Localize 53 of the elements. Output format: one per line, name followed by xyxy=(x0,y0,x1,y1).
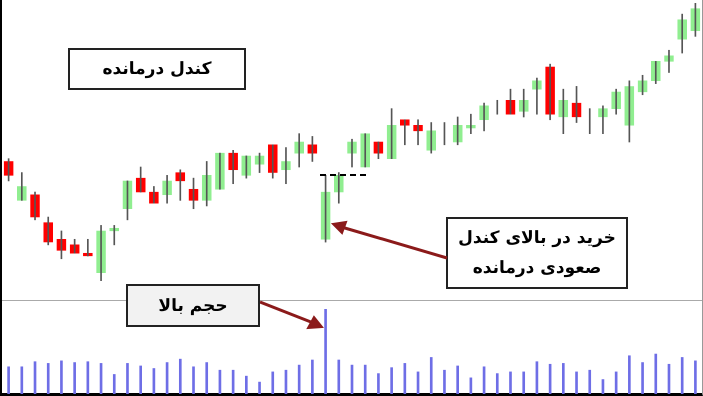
bar xyxy=(152,368,156,394)
bar xyxy=(126,363,129,394)
bar xyxy=(482,366,486,394)
bar xyxy=(668,364,670,394)
bar xyxy=(470,378,472,394)
bar xyxy=(694,360,697,394)
bar xyxy=(271,372,274,394)
bar xyxy=(218,370,222,394)
bar xyxy=(34,361,36,394)
bar xyxy=(73,362,76,394)
bar xyxy=(205,362,208,394)
bar xyxy=(641,362,644,394)
bar xyxy=(46,363,50,394)
bar xyxy=(112,374,116,394)
bar xyxy=(548,364,552,394)
bar xyxy=(284,370,288,394)
bar xyxy=(456,366,459,394)
bar xyxy=(60,360,63,394)
bar xyxy=(100,363,102,394)
bar xyxy=(575,372,578,394)
bar xyxy=(139,366,142,394)
bar xyxy=(390,367,393,394)
bar xyxy=(337,360,340,394)
bar xyxy=(377,373,380,394)
bar xyxy=(364,364,367,394)
bar xyxy=(628,355,631,394)
bar xyxy=(350,364,354,394)
bar xyxy=(178,358,182,394)
bar xyxy=(298,364,300,394)
bar xyxy=(7,366,10,394)
bar xyxy=(614,372,618,394)
bar xyxy=(232,370,234,394)
bar xyxy=(86,361,90,394)
bar xyxy=(654,354,658,394)
bar xyxy=(562,363,565,394)
bar xyxy=(166,362,168,394)
bar xyxy=(602,379,604,394)
bar xyxy=(404,363,406,394)
bar xyxy=(245,376,248,394)
bar xyxy=(536,361,538,394)
bar xyxy=(588,370,592,394)
bar xyxy=(522,372,526,394)
bar xyxy=(509,372,512,394)
bar xyxy=(324,309,327,394)
bar xyxy=(416,372,420,394)
bar xyxy=(20,366,24,394)
bar xyxy=(192,366,195,394)
bar xyxy=(680,357,684,394)
bar xyxy=(311,360,314,394)
bar xyxy=(496,373,499,394)
bar xyxy=(443,370,446,394)
bar xyxy=(430,357,433,394)
bar xyxy=(258,382,261,394)
